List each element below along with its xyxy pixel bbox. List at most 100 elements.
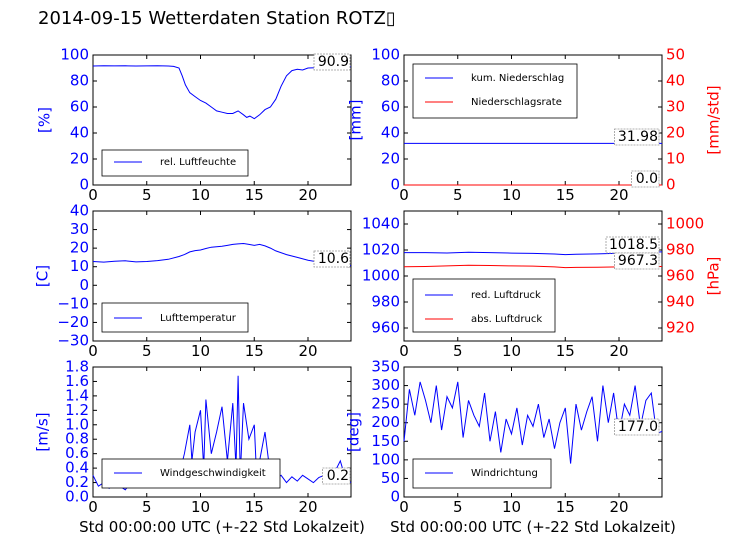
precip-ytick-right-label: 30	[666, 98, 685, 116]
temperature-ytick-label: 0	[79, 276, 89, 294]
chart-title: 2014-09-15 Wetterdaten Station ROTZ▯	[38, 8, 396, 29]
temperature-xtick-label: 0	[88, 342, 98, 360]
pressure-ytick-right-label: 980	[666, 241, 695, 259]
pressure-annotation-box	[605, 236, 660, 254]
temperature-ytick-label: −20	[57, 313, 89, 331]
precip-ytick-label: 0	[390, 176, 400, 194]
humidity-ylabel: [%]	[36, 107, 54, 133]
wind_dir-xtick-label: 5	[453, 498, 463, 516]
precip-ytick-label: 20	[381, 150, 400, 168]
precip-ylabel-right: [mm/std]	[705, 85, 723, 154]
precip-ytick-right-label: 50	[666, 46, 685, 64]
precip-annotation: 31.98	[618, 129, 658, 145]
precip-legend-box	[412, 63, 578, 119]
precip-xtick-label: 20	[609, 186, 628, 204]
humidity-xtick-label: 10	[191, 186, 210, 204]
wind_dir-xtick-label: 20	[609, 498, 628, 516]
wind_dir-annotation-box	[614, 418, 660, 436]
humidity-ytick-label: 60	[70, 98, 89, 116]
precip-xtick-label: 5	[453, 186, 463, 204]
temperature-ytick-label: 30	[70, 220, 89, 238]
wind_speed-xtick-label: 15	[245, 498, 264, 516]
wind_speed-ytick-label: 1.4	[65, 386, 89, 404]
wind_speed-legend-label: Windgeschwindigkeit	[160, 468, 266, 479]
pressure-xtick-label: 20	[609, 342, 628, 360]
wind_dir-xtick-label: 10	[502, 498, 521, 516]
precip-ytick-label: 100	[371, 46, 400, 64]
temperature-xtick-label: 5	[142, 342, 152, 360]
pressure-ytick-label: 960	[371, 319, 400, 337]
wind_dir-ytick-label: 0	[390, 488, 400, 506]
precip-xtick-label: 10	[502, 186, 521, 204]
humidity-annotation-box	[313, 53, 351, 71]
pressure-annotation-box	[614, 252, 660, 270]
temperature-xtick-label: 20	[298, 342, 317, 360]
humidity-ytick-label: 80	[70, 72, 89, 90]
temperature-legend-label: Lufttemperatur	[160, 313, 237, 324]
wind_speed-xtick-label: 20	[298, 498, 317, 516]
temperature-xtick-label: 10	[191, 342, 210, 360]
wind_dir-legend-box	[412, 458, 552, 489]
wind_dir-axes-frame	[403, 366, 663, 498]
wind_dir-ytick-label: 350	[371, 358, 400, 376]
pressure-ytick-right-label: 940	[666, 293, 695, 311]
temperature-xtick-label: 15	[245, 342, 264, 360]
wind_dir-xtick-label: 15	[556, 498, 575, 516]
wind_dir-ytick-label: 200	[371, 413, 400, 431]
wind_dir-legend-label: Windrichtung	[471, 468, 538, 479]
wind_dir-ytick-label: 50	[381, 469, 400, 487]
temperature-axes-frame	[92, 210, 352, 342]
humidity-ytick-label: 100	[60, 46, 89, 64]
wind_speed-ytick-label: 0.4	[65, 459, 89, 477]
humidity-xtick-label: 20	[298, 186, 317, 204]
precip-xtick-label: 15	[556, 186, 575, 204]
precip-ytick-right-label: 40	[666, 72, 685, 90]
precip-annotation-box	[614, 128, 660, 146]
wind_speed-annotation: 0.2	[327, 468, 349, 484]
precip-ylabel: [mm]	[347, 100, 365, 141]
pressure-xtick-label: 10	[502, 342, 521, 360]
humidity-ytick-label: 0	[79, 176, 89, 194]
wind_speed-ytick-label: 0.0	[65, 488, 89, 506]
wind_dir-ytick-label: 250	[371, 395, 400, 413]
precip-xtick-label: 0	[399, 186, 409, 204]
precip-ytick-right-label: 10	[666, 150, 685, 168]
temperature-series-line-1	[92, 242, 352, 267]
pressure-annotation: 1018.5	[609, 237, 658, 253]
humidity-series-line-1	[92, 65, 352, 120]
temperature-ytick-label: 40	[70, 202, 89, 220]
wind_dir-annotation: 177.0	[618, 419, 658, 435]
humidity-legend-box	[101, 149, 249, 177]
temperature-ytick-label: 10	[70, 257, 89, 275]
wind_dir-ytick-label: 100	[371, 450, 400, 468]
wind_dir-ylabel: [deg]	[345, 412, 363, 452]
precip-ytick-label: 60	[381, 98, 400, 116]
pressure-legend-label: red. Luftdruck	[471, 290, 541, 301]
precip-annotation-box	[631, 170, 660, 188]
wind_speed-ytick-label: 0.6	[65, 444, 89, 462]
pressure-ytick-right-label: 1000	[666, 215, 704, 233]
wind_speed-xtick-label: 5	[142, 498, 152, 516]
pressure-ytick-right-label: 960	[666, 267, 695, 285]
humidity-xtick-label: 0	[88, 186, 98, 204]
wind_dir-ytick-label: 300	[371, 376, 400, 394]
wind_speed-xlabel: Std 00:00:00 UTC (+-22 Std Lokalzeit)	[79, 518, 365, 536]
temperature-annotation: 10.6	[318, 251, 349, 267]
pressure-ytick-right-label: 920	[666, 319, 695, 337]
humidity-xtick-label: 15	[245, 186, 264, 204]
wind_speed-ytick-label: 1.8	[65, 358, 89, 376]
pressure-xtick-label: 15	[556, 342, 575, 360]
temperature-ytick-label: 20	[70, 239, 89, 257]
wind_speed-axes-frame	[92, 366, 352, 498]
precip-legend-label: kum. Niederschlag	[471, 73, 564, 84]
pressure-xtick-label: 5	[453, 342, 463, 360]
humidity-legend-label: rel. Luftfeuchte	[160, 157, 236, 168]
humidity-axes-frame	[92, 54, 352, 186]
pressure-ytick-label: 1040	[362, 215, 400, 233]
temperature-ylabel: [C]	[34, 265, 52, 287]
humidity-annotation: 90.9	[318, 54, 349, 70]
precip-ytick-label: 40	[381, 124, 400, 142]
pressure-legend-label: abs. Luftdruck	[471, 314, 542, 325]
pressure-legend-box	[412, 278, 556, 333]
